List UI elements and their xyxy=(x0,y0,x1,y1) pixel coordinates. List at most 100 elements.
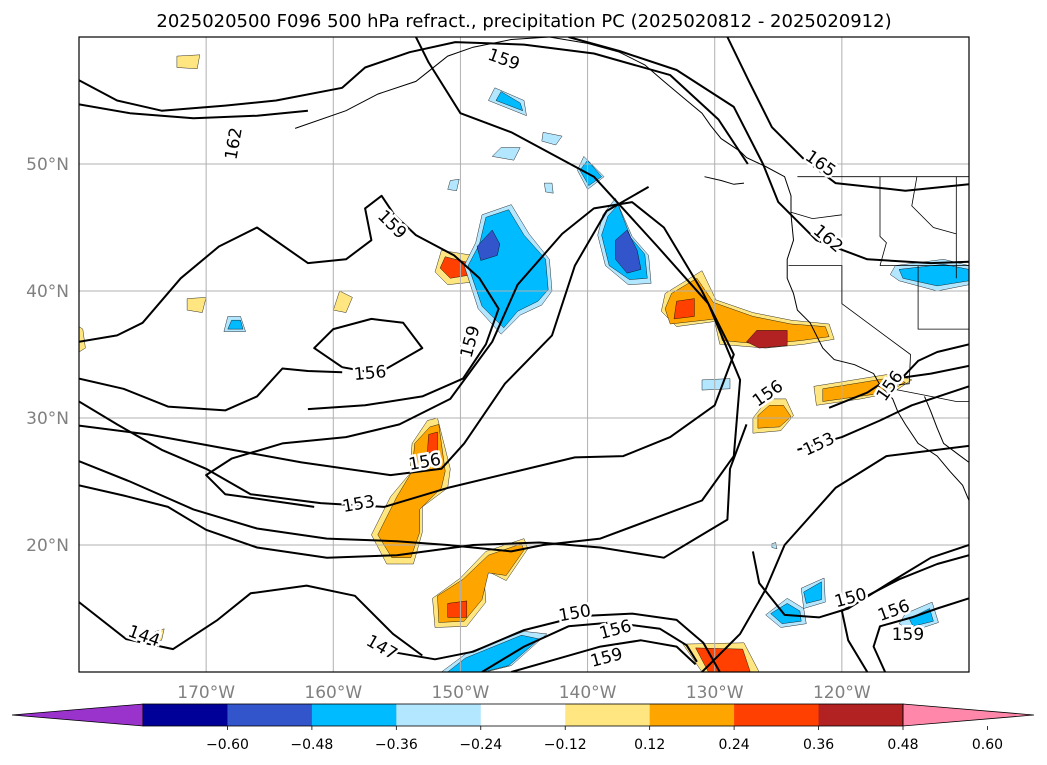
x-tick-label: 140°W xyxy=(559,683,617,703)
colorbar-extend-low xyxy=(11,703,144,727)
contour-label: 150 xyxy=(557,601,592,626)
y-tick-label: 40°N xyxy=(26,282,69,302)
precip-region xyxy=(495,91,524,112)
contour-line-156 xyxy=(828,364,969,409)
contour-label: 159 xyxy=(892,625,924,645)
contour-line-162 xyxy=(568,37,969,265)
contour-line-162 xyxy=(79,103,308,120)
colorbar-swatch xyxy=(565,704,651,726)
colorbar-tick-label: 0.60 xyxy=(972,737,1003,753)
colorbar-tick-label: −0.60 xyxy=(206,737,249,753)
colorbar-tick-label: −0.12 xyxy=(544,737,587,753)
precip-region xyxy=(447,178,460,191)
political-border xyxy=(788,265,969,402)
contour-line-165 xyxy=(726,37,969,192)
gridlines xyxy=(79,37,969,672)
colorbar-swatch xyxy=(734,704,820,726)
x-tick-label: 170°W xyxy=(177,683,235,703)
precip-region xyxy=(771,542,778,550)
colorbar-extend-high xyxy=(902,703,1035,727)
contour-line-147 xyxy=(701,444,969,672)
colorbar-tick-label: 0.36 xyxy=(803,737,834,753)
colorbar-tick-label: −0.36 xyxy=(375,737,418,753)
political-border xyxy=(879,176,887,266)
precip-region xyxy=(673,298,695,320)
colorbar-swatch xyxy=(480,704,566,726)
precip-region xyxy=(227,320,244,330)
precip-region xyxy=(664,278,830,345)
chart-title: 2025020500 F096 500 hPa refract., precip… xyxy=(156,11,891,32)
contour-line-153 xyxy=(797,385,969,451)
colorbar-swatch xyxy=(818,704,904,726)
precip-region xyxy=(186,297,207,313)
contour-label: 156 xyxy=(353,362,387,385)
axis-tick-labels: 170°W 160°W 150°W 140°W 130°W 120°W 50°N 40°N 30… xyxy=(26,155,871,703)
contour-line-159 xyxy=(79,367,343,412)
contour-line-150 xyxy=(79,37,742,553)
colorbar-tick-label: 0.12 xyxy=(634,737,665,753)
colorbar-swatch xyxy=(227,704,313,726)
contour-line-156 xyxy=(313,317,424,375)
colorbar-swatch xyxy=(396,704,482,726)
precip-region xyxy=(476,229,501,261)
colorbar-tick-label: 0.24 xyxy=(719,737,750,753)
precip-region xyxy=(491,147,521,161)
precip-region xyxy=(377,424,446,558)
x-tick-label: 120°W xyxy=(813,683,871,703)
coastline xyxy=(924,396,969,463)
contour-line-159 xyxy=(79,194,500,411)
precip-region xyxy=(803,581,822,604)
contour-line-147 xyxy=(79,424,748,559)
contour-line-150 xyxy=(481,621,698,672)
map-background xyxy=(79,37,969,672)
contour-line-153 xyxy=(79,201,735,508)
precip-region xyxy=(757,405,792,429)
precip-region xyxy=(427,431,438,453)
precip-region xyxy=(822,377,906,402)
y-tick-label: 20°N xyxy=(26,536,69,556)
contour-line-159 xyxy=(79,41,749,165)
precip-region xyxy=(541,132,563,146)
political-border xyxy=(917,265,969,330)
contour-line-144 xyxy=(79,584,423,657)
contour-line-147 xyxy=(390,612,721,672)
coastline xyxy=(294,37,550,129)
precipitation-fill-layer xyxy=(79,54,969,672)
precip-region xyxy=(151,628,165,641)
precip-region xyxy=(898,264,969,287)
refractivity-contours xyxy=(79,37,969,672)
x-tick-label: 160°W xyxy=(304,683,362,703)
coastline-layer xyxy=(294,37,969,501)
colorbar-swatch xyxy=(649,704,735,726)
political-border xyxy=(790,211,842,220)
precip-region xyxy=(333,290,353,313)
map-frame xyxy=(78,36,970,673)
coastline xyxy=(704,176,745,185)
colorbar-swatch xyxy=(143,704,228,726)
colorbar-tick-label: 0.48 xyxy=(887,737,918,753)
political-border xyxy=(911,176,957,235)
colorbar: −0.60 −0.48 −0.36 −0.24 −0.12 0.12 0.24 0.36 0.4… xyxy=(11,703,1035,753)
y-tick-label: 50°N xyxy=(26,155,69,175)
coastline xyxy=(549,37,969,501)
contour-line-159 xyxy=(897,343,969,384)
precip-region xyxy=(746,330,788,349)
precip-region xyxy=(544,182,554,194)
precip-region xyxy=(447,600,467,618)
x-tick-label: 130°W xyxy=(686,683,744,703)
colorbar-tick-label: −0.48 xyxy=(290,737,333,753)
contour-line-159 xyxy=(79,186,650,477)
contour-line-156 xyxy=(872,597,969,672)
colorbar-swatch xyxy=(311,704,397,726)
contour-line-150 xyxy=(751,544,969,619)
precip-region xyxy=(770,603,802,624)
precip-region xyxy=(447,634,540,672)
contour-line-153 xyxy=(840,554,969,672)
colorbar-frame xyxy=(142,703,904,727)
x-tick-label: 150°W xyxy=(432,683,490,703)
y-tick-label: 30°N xyxy=(26,409,69,429)
precip-region xyxy=(701,378,731,391)
precip-region xyxy=(176,54,201,70)
precip-region xyxy=(615,229,642,274)
